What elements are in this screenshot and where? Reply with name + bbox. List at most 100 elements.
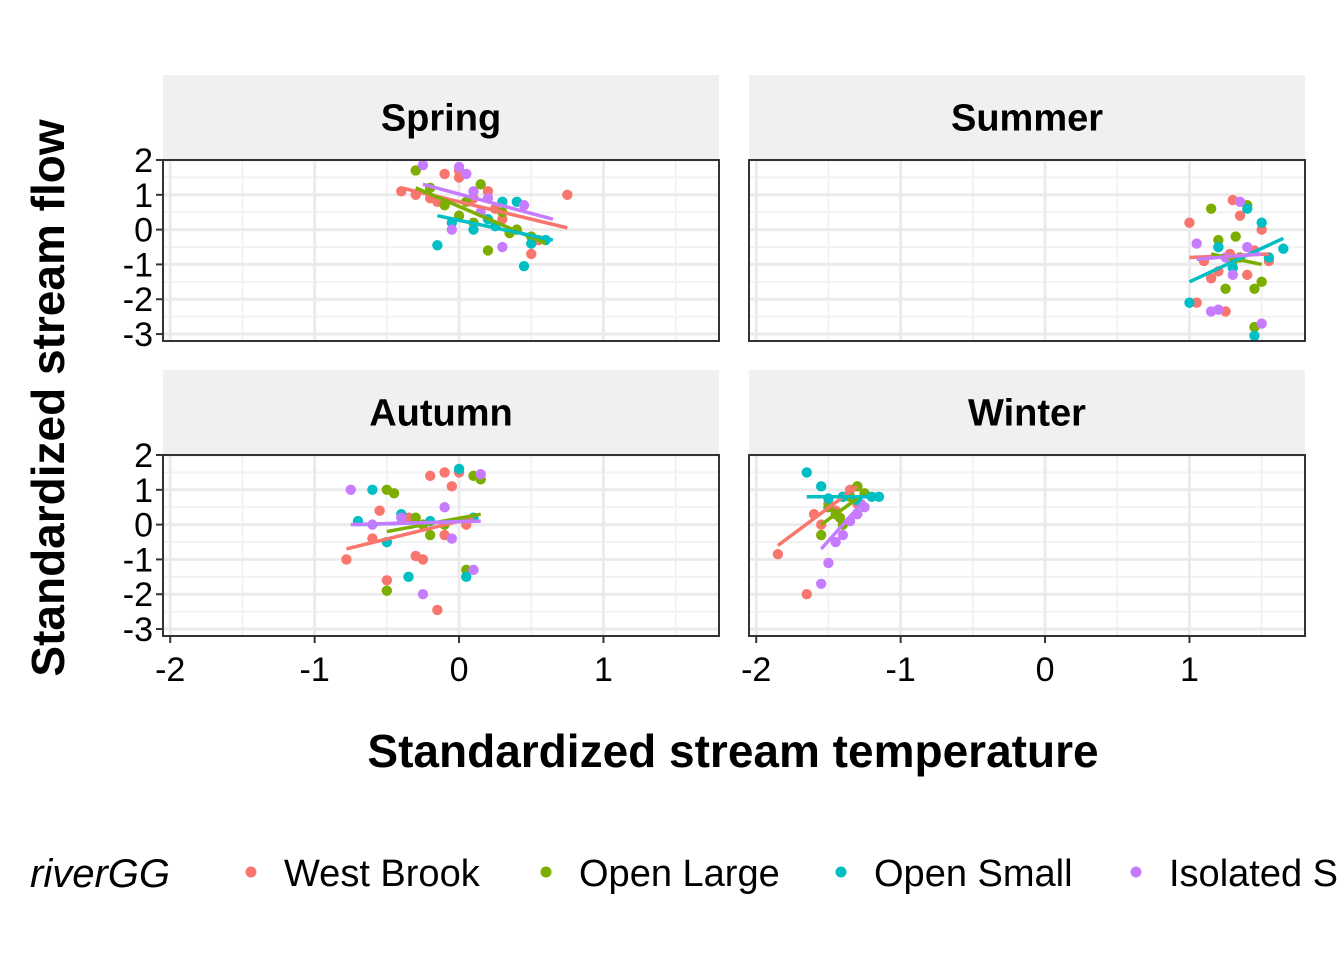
y-tick-label: -1: [123, 541, 153, 579]
y-tick-label: 1: [134, 177, 153, 215]
legend-label: West Brook: [284, 853, 481, 895]
data-point-open-large: [1220, 283, 1231, 294]
panel-border-winter: [748, 454, 1306, 637]
y-tick-label: 0: [134, 507, 153, 545]
data-point-open-small: [1249, 330, 1260, 341]
data-point-isolated-small: [475, 468, 486, 480]
data-point-isolated-small: [1227, 269, 1238, 281]
strip-label-spring: Spring: [381, 98, 501, 140]
fit-line-isolated-small: [350, 519, 481, 527]
data-point-open-large: [816, 529, 827, 541]
data-point-west-brook: [432, 604, 443, 616]
data-point-open-large: [410, 165, 421, 176]
x-axis-title: Standardized stream temperature: [367, 725, 1098, 777]
fit-line-isolated-small: [1196, 252, 1262, 261]
y-tick-label: -3: [123, 316, 153, 354]
data-point-open-small: [1256, 217, 1267, 228]
data-point-open-small: [816, 481, 827, 492]
data-point-west-brook: [1205, 273, 1217, 284]
y-tick-label: -3: [123, 611, 153, 649]
data-point-west-brook: [374, 505, 385, 516]
data-point-west-brook: [341, 554, 352, 565]
legend-label: Open Small: [874, 853, 1073, 895]
data-point-isolated-small: [518, 200, 530, 211]
data-point-open-large: [1249, 283, 1260, 294]
legend-key-dot: [835, 866, 847, 878]
data-point-open-large: [388, 488, 400, 499]
panel-border-spring: [162, 159, 720, 342]
panel-border-autumn: [162, 454, 720, 637]
fit-line-open-small: [437, 213, 554, 242]
facet-summer: Summer: [748, 75, 1306, 342]
data-point-isolated-small: [497, 241, 508, 253]
data-point-open-small: [1278, 243, 1289, 254]
data-point-isolated-small: [1213, 304, 1224, 315]
y-tick-label: 0: [134, 212, 153, 250]
data-point-open-small: [801, 467, 812, 478]
fit-line-isolated-small: [422, 182, 554, 221]
data-point-west-brook: [801, 589, 812, 600]
data-point-west-brook: [381, 575, 393, 586]
data-point-open-small: [461, 571, 472, 583]
data-point-isolated-small: [1191, 238, 1202, 249]
data-point-isolated-small: [468, 186, 479, 197]
legend: riverGG West Brook Open Large Open Small Is…: [30, 852, 1338, 896]
panel-bg-winter: [749, 455, 1305, 636]
data-point-west-brook: [1242, 269, 1253, 281]
data-point-open-small: [367, 484, 378, 496]
x-tick-label: 0: [450, 651, 469, 689]
fit-line-isolated-small: [819, 499, 866, 551]
legend-key-dot: [1130, 866, 1142, 878]
data-point-open-large: [410, 512, 421, 523]
data-point-west-brook: [772, 549, 784, 560]
legend-item-open-large: Open Large: [540, 853, 780, 895]
x-tick-label: -1: [886, 651, 916, 689]
x-tick-label: -2: [155, 651, 185, 689]
legend-label: Isolated S: [1169, 853, 1338, 895]
y-tick-label: 2: [134, 142, 153, 180]
data-point-open-small: [468, 224, 479, 235]
data-point-west-brook: [1234, 210, 1246, 221]
data-point-isolated-small: [1256, 318, 1267, 329]
legend-key-dot: [540, 866, 552, 878]
facet-winter: Winter -2 -1 0 1: [741, 370, 1306, 689]
data-point-isolated-small: [446, 224, 458, 235]
data-point-isolated-small: [417, 589, 429, 600]
data-point-isolated-small: [439, 502, 450, 513]
data-point-open-small: [1242, 203, 1253, 214]
data-point-west-brook: [424, 470, 436, 482]
data-point-open-small: [403, 571, 414, 583]
data-point-open-small: [453, 463, 465, 475]
legend-title: riverGG: [30, 852, 170, 896]
x-tick-label: -2: [741, 651, 771, 689]
data-point-open-large: [482, 245, 494, 256]
y-tick-label: -2: [123, 576, 153, 614]
data-point-open-large: [1205, 203, 1217, 214]
data-point-isolated-small: [461, 168, 472, 180]
strip-label-autumn: Autumn: [369, 393, 513, 435]
legend-key-dot: [245, 866, 257, 878]
y-tick-label: 2: [134, 437, 153, 475]
legend-label: Open Large: [579, 853, 780, 895]
y-tick-label: -1: [123, 246, 153, 284]
data-point-open-large: [475, 179, 486, 190]
data-point-isolated-small: [823, 557, 834, 569]
x-tick-label: -1: [300, 651, 330, 689]
data-point-west-brook: [446, 481, 458, 492]
data-point-west-brook: [417, 554, 429, 565]
data-point-isolated-small: [468, 564, 479, 576]
data-point-west-brook: [439, 168, 450, 180]
data-point-isolated-small: [837, 529, 849, 541]
data-point-isolated-small: [1242, 241, 1253, 253]
facet-spring: Spring 210-1-2-3: [123, 75, 720, 354]
data-point-open-large: [381, 585, 393, 596]
data-point-open-large: [1230, 231, 1241, 242]
data-point-open-small: [1184, 297, 1195, 308]
strip-spring: [163, 75, 719, 160]
data-point-open-small: [1213, 241, 1224, 253]
data-point-isolated-small: [446, 533, 458, 544]
